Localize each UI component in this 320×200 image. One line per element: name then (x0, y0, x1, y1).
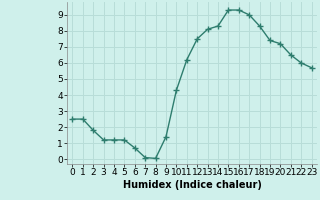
X-axis label: Humidex (Indice chaleur): Humidex (Indice chaleur) (123, 180, 261, 190)
